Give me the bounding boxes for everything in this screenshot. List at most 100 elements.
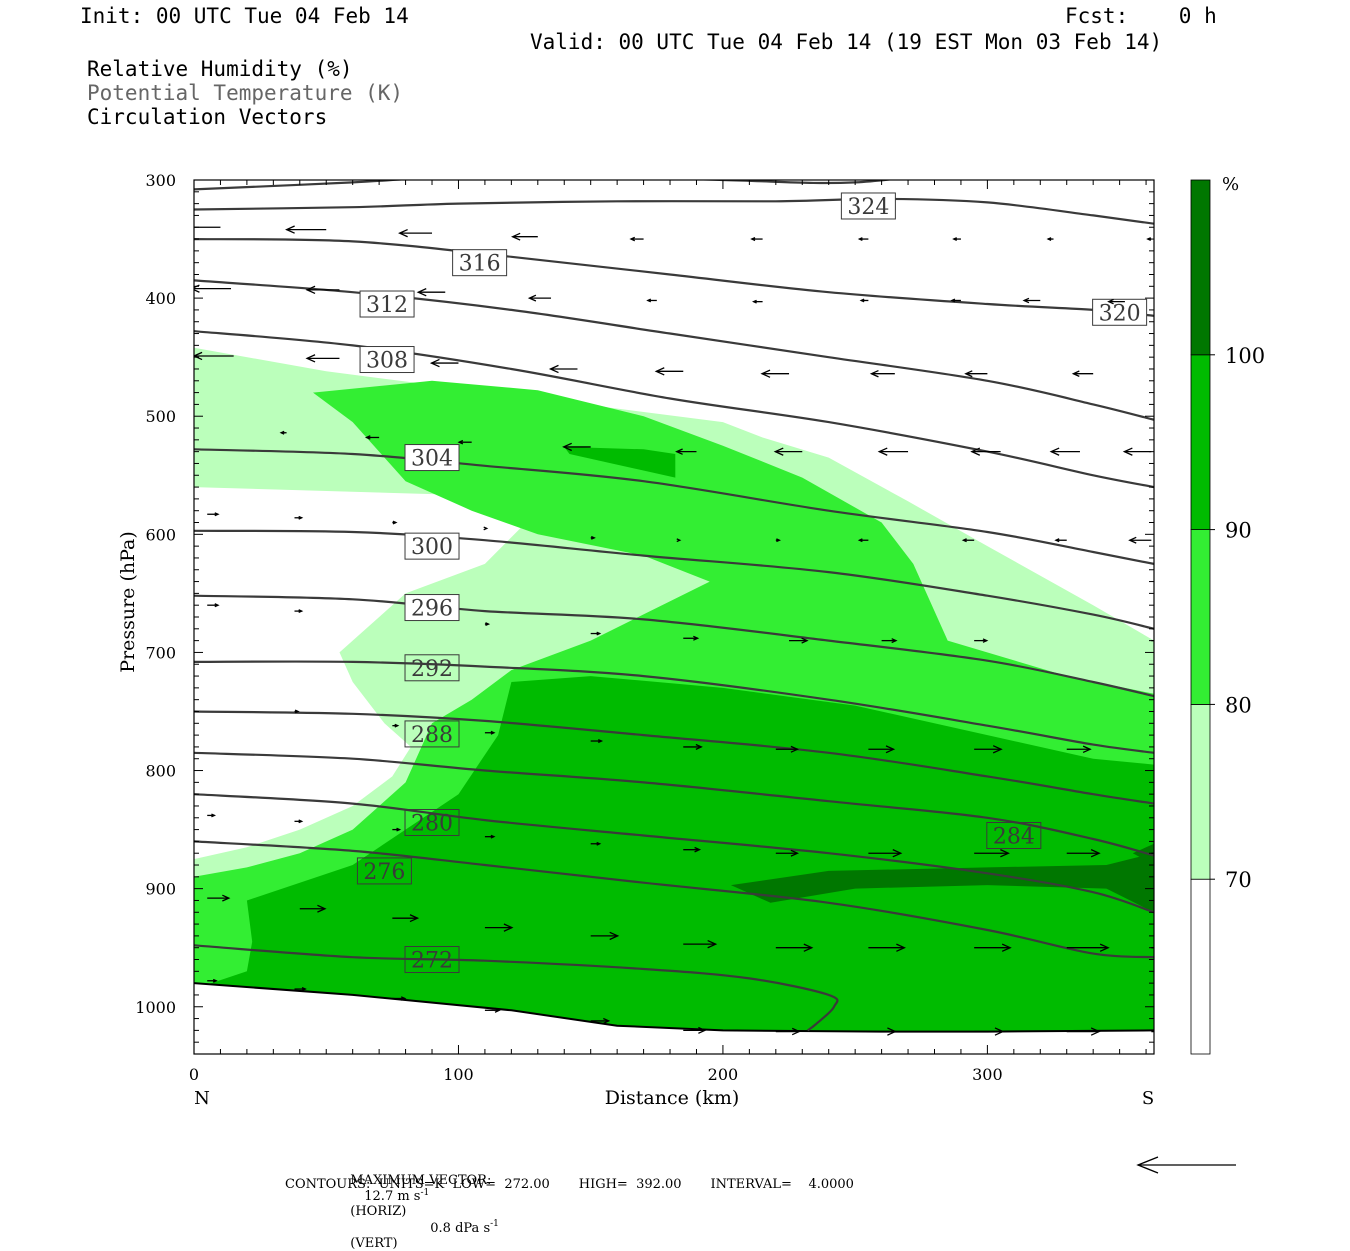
circulation-vector xyxy=(484,622,491,627)
circulation-vector xyxy=(1046,237,1054,241)
theta-label-280: 280 xyxy=(404,809,460,837)
y-tick-label: 900 xyxy=(145,880,176,899)
theta-label-272: 272 xyxy=(404,946,460,974)
circulation-vector xyxy=(881,638,898,644)
circulation-vector xyxy=(974,849,1010,858)
circulation-vector xyxy=(429,358,459,368)
circulation-vector xyxy=(1151,852,1154,854)
svg-text:324: 324 xyxy=(847,195,889,220)
legend-vectors: Circulation Vectors xyxy=(87,105,328,129)
circulation-vector xyxy=(364,435,380,440)
circulation-vector xyxy=(683,743,703,750)
circulation-vector xyxy=(484,923,514,932)
contours-info: CONTOURS: UNITS=K LOW= 272.00 HIGH= 392.… xyxy=(285,1177,854,1192)
y-tick-label: 1000 xyxy=(135,998,176,1017)
x-tick-label: 300 xyxy=(972,1065,1003,1084)
theta-label-288: 288 xyxy=(404,720,460,748)
theta-300 xyxy=(194,529,1154,630)
circulation-vector xyxy=(654,367,684,376)
vert-tag: (VERT) xyxy=(350,1235,398,1251)
theta-304 xyxy=(194,448,1154,565)
circulation-vector xyxy=(562,442,591,452)
theta-320 xyxy=(194,197,1154,225)
circulation-vector xyxy=(285,225,327,234)
svg-text:288: 288 xyxy=(411,723,453,748)
circulation-vector xyxy=(207,603,220,608)
circulation-vector xyxy=(750,237,763,242)
circulation-vector xyxy=(1128,536,1152,544)
circulation-vector xyxy=(294,819,304,824)
theta-label-284: 284 xyxy=(986,822,1042,850)
circulation-vector xyxy=(775,943,814,952)
circulation-vector xyxy=(1049,447,1080,456)
circulation-vector xyxy=(974,745,1003,754)
y-axis-label: Pressure (hPa) xyxy=(117,531,139,673)
circulation-vector xyxy=(775,745,800,753)
colorbar-label: 70 xyxy=(1225,868,1252,892)
circulation-vector xyxy=(590,738,604,744)
svg-text:308: 308 xyxy=(366,349,408,374)
circulation-vector xyxy=(1066,943,1110,952)
rh-region-5 xyxy=(1132,843,1154,865)
circulation-vector xyxy=(683,939,718,949)
init-time: Init: 00 UTC Tue 04 Feb 14 xyxy=(80,4,409,28)
circulation-vector xyxy=(207,813,217,818)
svg-text:304: 304 xyxy=(411,447,453,472)
circulation-vector xyxy=(683,1026,707,1034)
rh-region-3 xyxy=(564,446,676,478)
north-label: N xyxy=(194,1088,210,1109)
circulation-vector xyxy=(207,894,231,902)
circulation-vector xyxy=(646,298,657,303)
valid-time: Valid: 00 UTC Tue 04 Feb 14 (19 EST Mon … xyxy=(530,30,1163,54)
circulation-vector xyxy=(970,447,1001,456)
circulation-vector xyxy=(683,846,702,853)
svg-text:300: 300 xyxy=(411,535,453,560)
circulation-vector xyxy=(392,827,402,832)
circulation-vector xyxy=(775,538,782,543)
legend-theta: Potential Temperature (K) xyxy=(87,81,404,105)
circulation-vector xyxy=(1122,447,1152,456)
theta-label-276: 276 xyxy=(356,857,412,885)
circulation-vector xyxy=(294,709,300,714)
circulation-vector xyxy=(868,745,896,754)
svg-text:276: 276 xyxy=(363,860,405,885)
circulation-vector xyxy=(1054,538,1067,543)
circulation-vector xyxy=(1066,849,1101,858)
vert-value: 0.8 dPa s xyxy=(430,1220,491,1236)
colorbar-label: 80 xyxy=(1225,693,1252,717)
circulation-vector xyxy=(590,631,602,636)
colorbar-unit: % xyxy=(1222,174,1239,195)
y-tick-label: 700 xyxy=(145,643,176,662)
circulation-vector xyxy=(1022,297,1041,304)
theta-316 xyxy=(194,238,1154,317)
circulation-vector xyxy=(416,288,446,297)
theta-label-320: 320 xyxy=(1092,298,1148,326)
circulation-vector xyxy=(1151,1030,1154,1033)
colorbar-band xyxy=(1190,179,1211,356)
circulation-vector xyxy=(484,1007,501,1013)
circulation-vector xyxy=(511,232,538,241)
y-tick-label: 500 xyxy=(145,407,176,426)
x-tick-label: 200 xyxy=(708,1065,739,1084)
theta-292 xyxy=(194,660,1154,754)
circulation-vector xyxy=(483,526,489,531)
circulation-vector xyxy=(857,538,869,543)
theta-296 xyxy=(194,594,1154,698)
theta-label-316: 316 xyxy=(452,249,508,277)
circulation-vector xyxy=(484,834,496,839)
x-tick-label: 100 xyxy=(443,1065,474,1084)
circulation-vector xyxy=(859,298,869,303)
circulation-vector xyxy=(950,298,961,303)
theta-280 xyxy=(194,793,1154,914)
theta-276 xyxy=(194,840,1154,959)
circulation-vector xyxy=(294,515,304,520)
circulation-vector xyxy=(760,369,790,378)
colorbar: 70 80 90 100% xyxy=(1190,174,1265,1055)
circulation-vector xyxy=(305,285,340,295)
circulation-vector xyxy=(1066,1027,1101,1036)
below-ground-mask xyxy=(194,983,1154,1054)
theta-label-312: 312 xyxy=(359,290,415,318)
circulation-vector xyxy=(392,996,407,1001)
horiz-tag: (HORIZ) xyxy=(350,1204,407,1220)
